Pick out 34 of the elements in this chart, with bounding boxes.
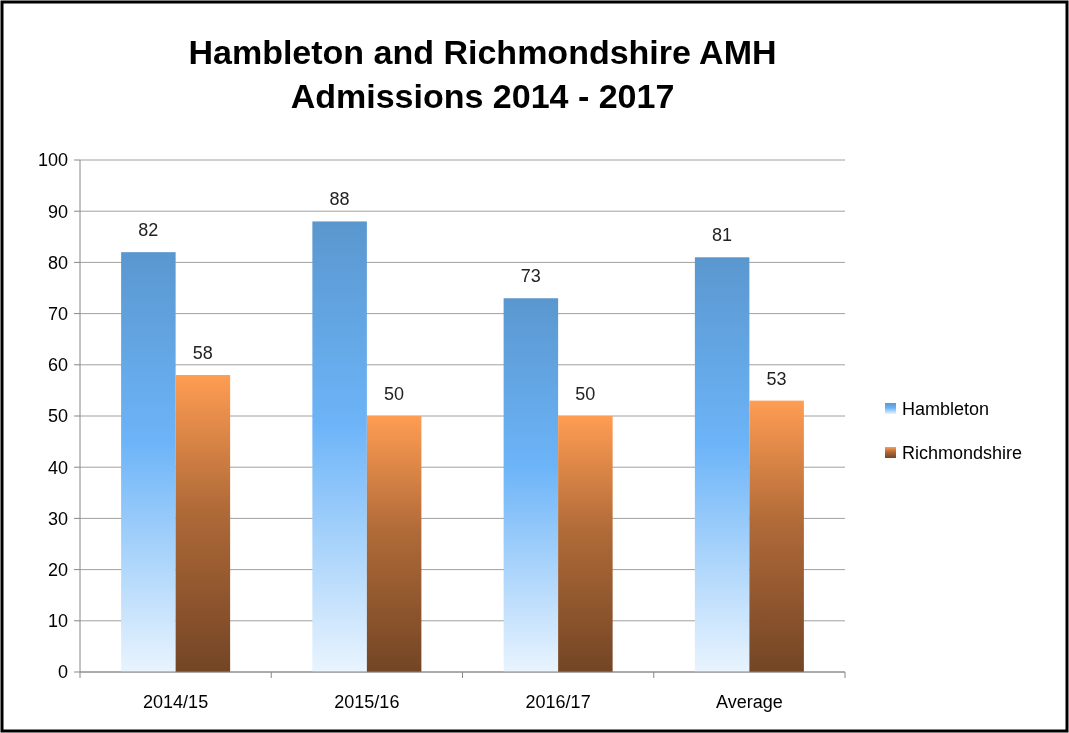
- y-tick-label: 70: [47, 303, 68, 324]
- y-tick-label: 60: [47, 355, 68, 376]
- x-tick-label: 2016/17: [525, 692, 591, 712]
- bar: [694, 257, 750, 672]
- y-tick-label: 0: [57, 662, 68, 683]
- x-tick-label: 2015/16: [334, 692, 400, 712]
- y-tick-label: 80: [47, 252, 68, 273]
- data-label: 58: [192, 343, 213, 364]
- x-tick-label: Average: [716, 692, 783, 712]
- y-tick-label: 20: [47, 559, 68, 580]
- bar: [749, 400, 804, 672]
- y-tick-label: 10: [47, 611, 68, 632]
- data-label: 88: [329, 189, 350, 210]
- y-tick-label: 90: [47, 201, 68, 222]
- chart-title: Hambleton and Richmondshire AMH Admissions 2014 - 2017: [188, 33, 777, 115]
- data-label: 73: [520, 266, 541, 287]
- y-tick-label: 50: [47, 406, 68, 427]
- x-tick-label: 2014/15: [143, 692, 209, 712]
- bar: [558, 416, 613, 672]
- bar: [175, 375, 231, 672]
- y-tick-label: 30: [47, 508, 68, 529]
- y-tick-label: 40: [47, 457, 68, 478]
- legend-label: Hambleton: [902, 399, 990, 420]
- data-label: 53: [766, 368, 787, 389]
- bar: [366, 416, 422, 672]
- bar: [503, 298, 559, 672]
- data-label: 50: [384, 384, 405, 404]
- data-label: 82: [138, 220, 159, 241]
- data-label: 81: [712, 225, 733, 246]
- bar: [312, 221, 367, 672]
- y-tick-label: 100: [37, 150, 68, 171]
- legend-label: Richmondshire: [902, 443, 1023, 464]
- data-label: 50: [575, 384, 596, 404]
- bar: [121, 252, 176, 672]
